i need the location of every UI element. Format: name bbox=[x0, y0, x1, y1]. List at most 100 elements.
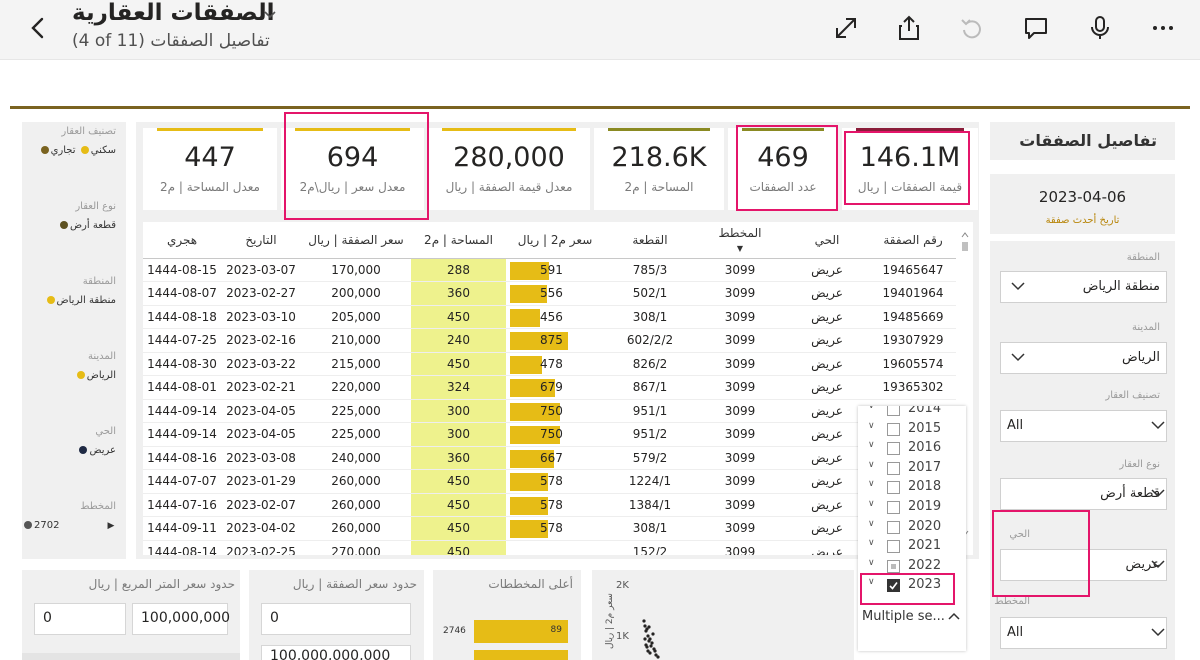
column-header[interactable]: المساحة | م2 bbox=[411, 222, 506, 259]
top-plan-bar[interactable] bbox=[474, 650, 568, 660]
chevron-down-icon[interactable] bbox=[262, 6, 278, 22]
checkbox[interactable] bbox=[887, 406, 900, 416]
table-row[interactable]: 1444-08-14 2023-02-25 270,000 450 152/2 3099 ع… bbox=[143, 540, 956, 555]
expand-chevron-icon[interactable]: ∨ bbox=[868, 420, 875, 431]
year-option[interactable]: ∨ 2022 bbox=[858, 557, 966, 577]
sqm-min-input[interactable]: 0 bbox=[34, 603, 126, 635]
year-slicer-dropdown[interactable]: Multiple se... bbox=[858, 604, 966, 632]
undo-icon[interactable] bbox=[958, 14, 986, 42]
expand-chevron-icon[interactable]: ∨ bbox=[868, 459, 875, 470]
scatter-point[interactable] bbox=[645, 645, 649, 649]
checkbox[interactable] bbox=[887, 442, 900, 456]
year-option[interactable]: ∨ 2017 bbox=[858, 459, 966, 479]
sort-desc-icon[interactable]: ▼ bbox=[736, 243, 744, 253]
year-option[interactable]: ∨ 2023 bbox=[858, 576, 966, 596]
scatter-point[interactable] bbox=[653, 649, 657, 653]
year-option[interactable]: ∨ 2018 bbox=[858, 478, 966, 498]
scatter-point[interactable] bbox=[648, 637, 652, 641]
year-option[interactable]: ∨ 2014 bbox=[858, 406, 966, 420]
scatter-point[interactable] bbox=[654, 653, 658, 657]
scatter-point[interactable] bbox=[646, 634, 650, 638]
checkbox[interactable] bbox=[887, 520, 900, 534]
page-subtitle[interactable]: (4 of 11) تفاصيل الصفقات bbox=[72, 31, 270, 51]
table-row[interactable]: 1444-08-18 2023-03-10 205,000 450 456 308/1 30… bbox=[143, 305, 956, 329]
expand-chevron-icon[interactable]: ∨ bbox=[868, 406, 875, 411]
year-option[interactable]: ∨ 2015 bbox=[858, 420, 966, 440]
table-header-row: هجري التاريخ سعر الصفقة | ريال المساحة |… bbox=[143, 222, 956, 259]
year-label: 2021 bbox=[908, 538, 942, 554]
back-chevron-icon[interactable] bbox=[24, 14, 52, 42]
column-header[interactable]: هجري bbox=[143, 222, 221, 259]
top-plan-bar[interactable]: 89 bbox=[474, 620, 568, 643]
table-row[interactable]: 1444-07-25 2023-02-16 210,000 240 875 602/2/2… bbox=[143, 328, 956, 353]
table-row[interactable]: 1444-08-01 2023-02-21 220,000 324 679 867/1 30… bbox=[143, 375, 956, 400]
checkbox[interactable] bbox=[887, 540, 900, 554]
scatter-point[interactable] bbox=[643, 637, 647, 641]
deals-table[interactable]: هجري التاريخ سعر الصفقة | ريال المساحة |… bbox=[143, 222, 973, 555]
expand-chevron-icon[interactable]: ∨ bbox=[868, 577, 875, 588]
expand-chevron-icon[interactable]: ∨ bbox=[868, 499, 875, 509]
chevron-up-icon[interactable] bbox=[948, 612, 960, 620]
comment-icon[interactable] bbox=[1022, 14, 1050, 42]
checkbox[interactable] bbox=[887, 559, 900, 573]
scatter-point[interactable] bbox=[651, 632, 655, 636]
column-header[interactable]: القطعة bbox=[604, 222, 696, 259]
column-header[interactable]: سعر م2 | ريال bbox=[506, 222, 604, 259]
column-header[interactable]: الحي bbox=[784, 222, 870, 259]
microphone-icon[interactable] bbox=[1086, 14, 1114, 42]
expand-chevron-icon[interactable]: ∨ bbox=[868, 557, 875, 568]
year-option[interactable]: ∨ 2020 bbox=[858, 518, 966, 538]
table-cell: 2023-02-16 bbox=[221, 328, 301, 353]
more-icon[interactable] bbox=[1149, 14, 1177, 42]
district-dropdown[interactable]: عريض bbox=[1000, 549, 1167, 581]
scatter-point[interactable] bbox=[646, 649, 650, 653]
city-dropdown[interactable]: الرياض bbox=[1000, 342, 1167, 374]
table-row[interactable]: 1444-08-07 2023-02-27 200,000 360 556 502/1 30… bbox=[143, 281, 956, 306]
scatter-point[interactable] bbox=[656, 655, 660, 659]
expand-chevron-icon[interactable]: ∨ bbox=[868, 440, 875, 451]
table-row[interactable]: 1444-08-16 2023-03-08 240,000 360 667 579/2 30… bbox=[143, 446, 956, 470]
share-icon[interactable] bbox=[895, 14, 923, 42]
scatter-point[interactable] bbox=[647, 625, 651, 629]
column-header[interactable]: رقم الصفقة bbox=[870, 222, 956, 259]
region-dropdown[interactable]: منطقة الرياض bbox=[1000, 271, 1167, 303]
checkbox[interactable] bbox=[887, 501, 900, 514]
column-header[interactable]: المخطط ▼ bbox=[696, 222, 784, 259]
expand-chevron-icon[interactable]: ∨ bbox=[868, 518, 875, 529]
deal-min-input[interactable]: 0 bbox=[261, 603, 411, 635]
scatter-point[interactable] bbox=[648, 651, 652, 655]
scatter-point[interactable] bbox=[642, 619, 646, 623]
checkbox[interactable] bbox=[887, 579, 900, 593]
table-row[interactable]: 1444-09-14 2023-04-05 225,000 300 750 951/1 30… bbox=[143, 399, 956, 423]
year-option[interactable]: ∨ 2016 bbox=[858, 439, 966, 459]
column-header[interactable]: سعر الصفقة | ريال bbox=[301, 222, 411, 259]
column-header[interactable]: التاريخ bbox=[221, 222, 301, 259]
deal-max-input[interactable]: 100,000,000,000 bbox=[261, 645, 411, 660]
table-row[interactable]: 1444-09-11 2023-04-02 260,000 450 578 308/1 30… bbox=[143, 516, 956, 541]
table-row[interactable]: 1444-07-16 2023-02-07 260,000 450 578 1384/1 3… bbox=[143, 493, 956, 517]
checkbox[interactable] bbox=[887, 461, 900, 475]
expand-chevron-icon[interactable]: ∨ bbox=[868, 479, 875, 490]
year-option[interactable]: ∨ 2019 bbox=[858, 498, 966, 518]
price-databar bbox=[510, 285, 547, 303]
scatter-point[interactable] bbox=[643, 624, 647, 628]
sqm-max-input[interactable]: 100,000,000 bbox=[132, 603, 230, 635]
year-option[interactable]: ∨ 2021 bbox=[858, 537, 966, 557]
caret-right-icon[interactable]: ▶ bbox=[107, 521, 115, 531]
scatter-point[interactable] bbox=[650, 641, 654, 645]
table-row[interactable]: 1444-08-30 2023-03-22 215,000 450 478 826/2 30… bbox=[143, 352, 956, 376]
class-dropdown[interactable]: All bbox=[1000, 410, 1167, 442]
scatter-point[interactable] bbox=[649, 644, 653, 648]
expand-chevron-icon[interactable]: ∨ bbox=[868, 538, 875, 549]
scatter-points[interactable] bbox=[636, 601, 676, 660]
expand-icon[interactable] bbox=[832, 14, 860, 42]
table-cell: 1224/1 bbox=[604, 469, 696, 494]
plan-dropdown[interactable]: All bbox=[1000, 617, 1167, 649]
scatter-point[interactable] bbox=[645, 627, 649, 631]
type-dropdown[interactable]: قطعة أرض bbox=[1000, 478, 1167, 510]
checkbox[interactable] bbox=[887, 481, 900, 495]
table-row[interactable]: 1444-08-15 2023-03-07 170,000 288 591 785/3 30… bbox=[143, 258, 956, 282]
table-row[interactable]: 1444-09-14 2023-04-05 225,000 300 750 951/2 30… bbox=[143, 422, 956, 447]
table-row[interactable]: 1444-07-07 2023-01-29 260,000 450 578 1224/1 3… bbox=[143, 469, 956, 494]
checkbox[interactable] bbox=[887, 422, 900, 436]
